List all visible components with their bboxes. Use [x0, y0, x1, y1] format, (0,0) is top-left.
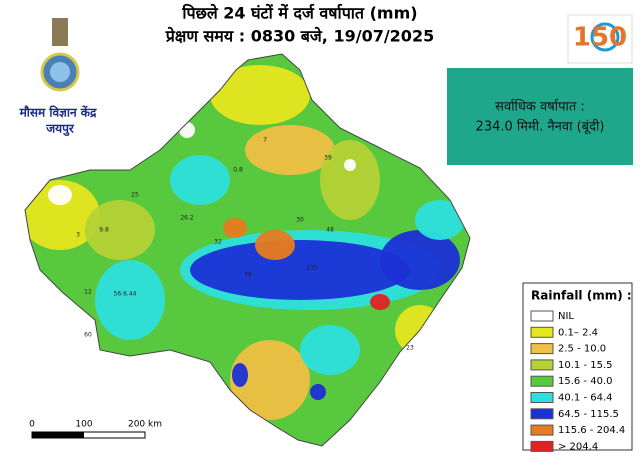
scale-labels: 0 100 200 km [29, 420, 162, 430]
office-name: मौसम विज्ञान केंद्र [19, 106, 97, 120]
scale-label: 100 [75, 420, 92, 430]
rain-zone [223, 218, 247, 238]
subtitle: प्रेक्षण समय : 0830 बजे, 19/07/2025 [165, 27, 434, 46]
map-label: 12 [84, 289, 92, 296]
legend: NIL 0.1– 2.4 2.5 - 10.0 10.1 - 15.5 15.6 - 4… [530, 310, 625, 452]
rain-zone [48, 185, 72, 205]
rain-zone [245, 125, 335, 175]
rain-zone [300, 325, 360, 375]
map-label: 25 [131, 192, 139, 199]
rain-zone [320, 140, 380, 220]
legend-label: 64.5 - 115.5 [558, 409, 619, 420]
legend-swatch [530, 326, 554, 338]
rain-zone [230, 340, 310, 420]
map-label: 30 [296, 217, 304, 224]
map-label: 135 [306, 265, 318, 272]
legend-swatch [530, 424, 554, 436]
legend-swatch [530, 359, 554, 371]
map-label: 26.2 [180, 215, 194, 222]
rain-zone [415, 200, 465, 240]
title: पिछले 24 घंटों में दर्ज वर्षापात (mm) [181, 4, 417, 23]
map-label: 32 [214, 239, 222, 246]
rain-zone [190, 240, 410, 300]
legend-swatch [530, 375, 554, 387]
map-label: 9.8 [99, 227, 109, 234]
legend-label: NIL [558, 311, 574, 322]
legend-swatch [530, 310, 554, 322]
legend-label: 115.6 - 204.4 [558, 425, 625, 436]
map-label: 7 [263, 137, 267, 144]
map-label: 60 [84, 332, 92, 339]
rain-zone [95, 260, 165, 340]
rain-zones [25, 65, 465, 420]
legend-label: 15.6 - 40.0 [558, 376, 613, 387]
max-rainfall-box [447, 68, 633, 165]
rain-zone [210, 65, 310, 125]
map-label: 76 [244, 272, 252, 279]
rain-zone [344, 159, 356, 171]
rain-zone [380, 230, 460, 290]
map: 3 9.8 25 26.2 32 12 56.6.44 60 0.8 7 39 30 48 76 135 23 [24, 53, 471, 447]
map-label: 23 [406, 345, 414, 352]
legend-label: 2.5 - 10.0 [558, 344, 606, 355]
legend-swatch [530, 408, 554, 420]
rain-zone [370, 294, 390, 310]
max-rainfall-value: 234.0 मिमी. नैनवा (बूंदी) [476, 119, 605, 135]
rain-zone [170, 155, 230, 205]
emblem [40, 18, 80, 92]
legend-swatch [530, 343, 554, 355]
rain-zone [232, 363, 248, 387]
max-rainfall-label: सर्वाधिक वर्षापात : [495, 99, 585, 115]
legend-title: Rainfall (mm) : [531, 289, 632, 303]
legend-label: 0.1– 2.4 [558, 327, 598, 338]
map-label: 3 [76, 232, 80, 239]
legend-label: 10.1 - 15.5 [558, 360, 613, 371]
legend-label: > 204.4 [558, 441, 598, 452]
office-city: जयपुर [45, 122, 75, 137]
scale-label: 200 km [128, 420, 162, 430]
rain-zone [255, 230, 295, 260]
rain-zone [25, 180, 100, 250]
map-label: 39 [324, 155, 332, 162]
rain-zone [85, 200, 155, 260]
map-label: 0.8 [233, 167, 243, 174]
map-outline [24, 53, 471, 447]
scale-label: 0 [29, 420, 35, 430]
legend-swatch [530, 392, 554, 403]
legend-label: 40.1 - 64.4 [558, 393, 613, 404]
map-label: 48 [326, 227, 334, 234]
anniversary-number: 150 [573, 23, 627, 53]
map-label: 56.6.44 [114, 291, 137, 298]
anniversary-logo: 150 [567, 14, 633, 64]
rain-zone [310, 384, 326, 400]
legend-swatch [530, 440, 554, 452]
scale-bar [31, 431, 146, 439]
